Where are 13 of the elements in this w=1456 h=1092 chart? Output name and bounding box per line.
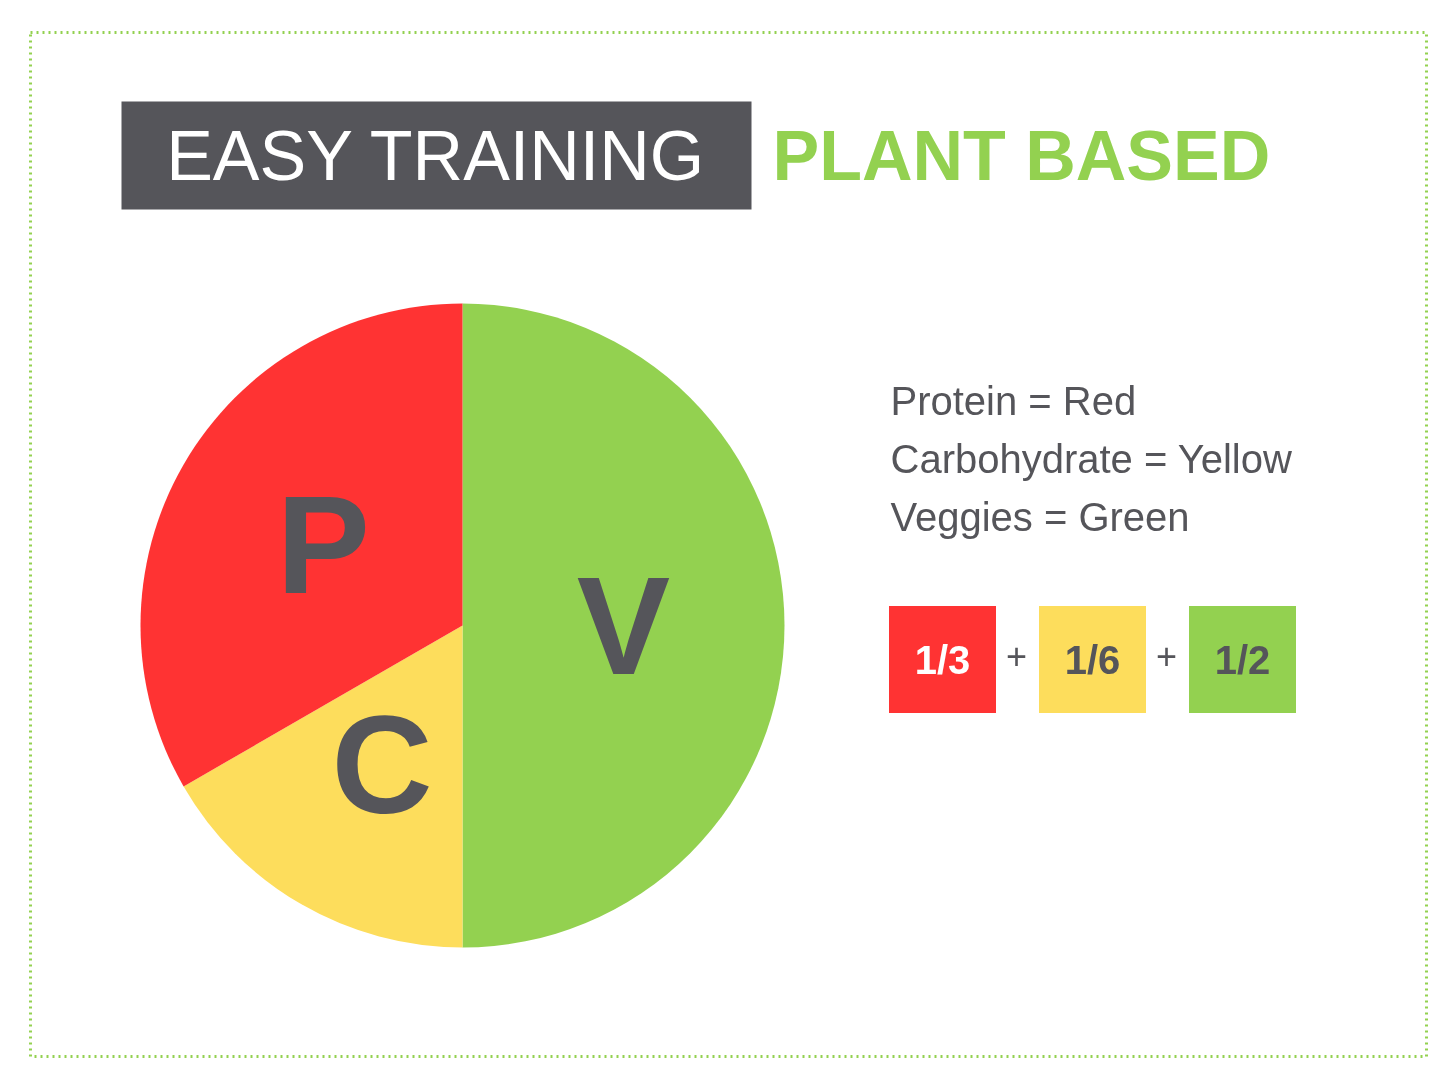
text: PLANT BASED (772, 116, 1271, 195)
text: 1/3 (914, 637, 971, 682)
text: 1/2 (1214, 637, 1271, 682)
text: Carbohydrate = Yellow (890, 436, 1292, 481)
slice-label: V (576, 547, 671, 704)
text: Veggies = Green (890, 494, 1190, 539)
slice-label: C (331, 686, 433, 844)
text: Protein = Red (890, 378, 1137, 423)
text: + (1155, 635, 1178, 677)
text: 1/6 (1064, 637, 1121, 682)
text: + (1005, 635, 1028, 677)
chart-title: EASY TRAINING (166, 116, 705, 195)
slice-label: P (276, 466, 370, 624)
